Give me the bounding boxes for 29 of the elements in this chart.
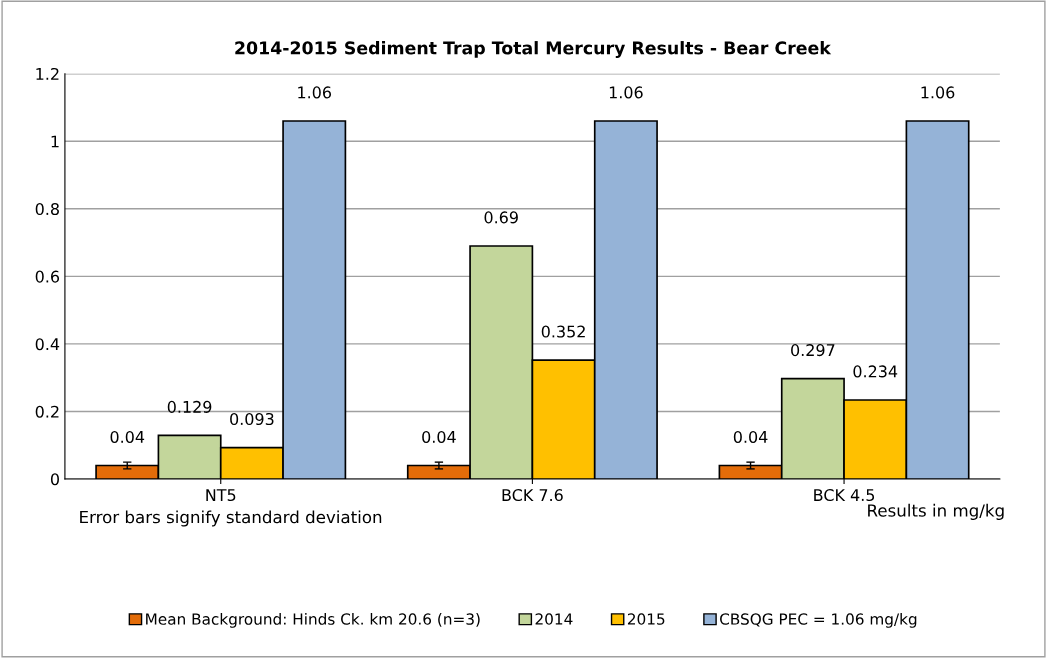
y-tick-label: 1: [51, 135, 59, 148]
y-tick-label: 0.6: [35, 270, 60, 283]
data-label: 0.297: [791, 344, 835, 357]
data-label: 0.04: [422, 430, 456, 443]
legend-label: CBSQG PEC = 1.06 mg/kg: [720, 613, 917, 628]
y-tick-label: 0.2: [35, 405, 59, 418]
legend-label: 2015: [627, 613, 665, 625]
y-tick-label: 1.2: [36, 67, 59, 80]
data-label: 1.06: [921, 86, 955, 99]
data-label: 0.234: [853, 365, 898, 378]
x-tick-label: NT5: [206, 489, 236, 502]
data-label: 0.352: [541, 325, 585, 338]
y-tick-label: 0.4: [35, 338, 60, 351]
x-tick-label: BCK 4.5: [814, 489, 875, 502]
data-label: 0.04: [110, 430, 145, 443]
data-label: 0.69: [484, 211, 518, 224]
data-label: 0.129: [167, 400, 212, 413]
data-label: 1.06: [609, 86, 643, 99]
y-tick-label: 0.8: [35, 203, 59, 216]
legend-label: Mean Background: Hinds Ck. km 20.6 (n=3): [146, 613, 480, 628]
legend-label: 2014: [535, 613, 573, 625]
x-tick-label: BCK 7.6: [502, 489, 563, 502]
y-tick-label: 0: [50, 473, 59, 486]
data-label: 0.093: [230, 412, 274, 426]
data-label: 1.06: [298, 86, 332, 99]
chart-title: 2014-2015 Sediment Trap Total Mercury Results - Bear Creek: [235, 41, 832, 58]
data-label: 0.04: [733, 430, 768, 443]
text: Results in mg/kg: [868, 503, 1004, 520]
text: Error bars signify standard deviation: [80, 510, 382, 527]
